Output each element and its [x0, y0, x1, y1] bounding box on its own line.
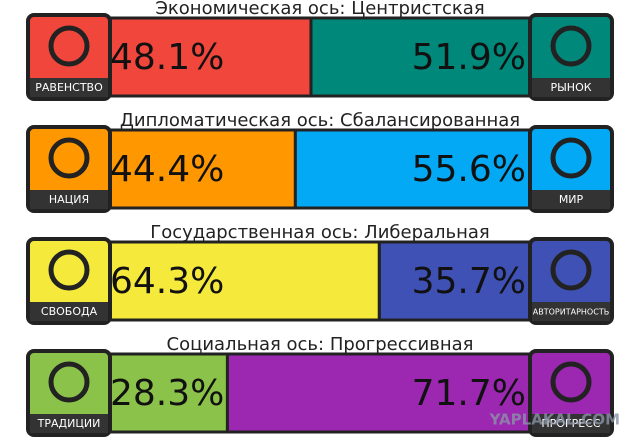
bar-segment: [293, 128, 532, 210]
legend-entry: НАЦИЯ: [49, 193, 89, 206]
icon-glyph: [48, 361, 90, 403]
icon-label-bg: [30, 414, 108, 433]
watermark: YAPLAKAL.COM: [489, 411, 620, 429]
icon-glyph: [550, 25, 592, 67]
legend-entry: РАВЕНСТВО: [35, 81, 103, 94]
legend-entry: МИР: [559, 193, 584, 206]
legend-entry: ПРОГРЕСС: [541, 417, 601, 430]
value-label: 71.7%: [412, 373, 526, 414]
value-label: 44.4%: [110, 149, 224, 190]
bar-segment: [377, 240, 532, 322]
icon-glyph: [550, 137, 592, 179]
value-label: 55.6%: [412, 149, 526, 190]
icon-glyph: [48, 137, 90, 179]
icon-label-bg: [30, 302, 108, 321]
icon-label-bg: [532, 190, 610, 209]
axis-title: Социальная ось: Прогрессивная: [167, 334, 474, 355]
icon-glyph: [550, 249, 592, 291]
value-label: 35.7%: [412, 261, 526, 302]
legend-entry: РЫНОК: [550, 81, 591, 94]
axis-title: Государственная ось: Либеральная: [150, 222, 490, 243]
bar-segment: [225, 352, 532, 434]
legend-entry: АВТОРИТАРНОСТЬ: [533, 308, 609, 317]
icon-label-bg: [532, 78, 610, 97]
value-label: 51.9%: [412, 37, 526, 78]
axis-title: Экономическая ось: Центристская: [155, 0, 484, 19]
icon-glyph: [48, 249, 90, 291]
icon-label-bg: [532, 302, 610, 321]
icon-glyph: [550, 361, 592, 403]
value-label: 28.3%: [110, 373, 224, 414]
legend-entry: ТРАДИЦИИ: [37, 417, 101, 430]
value-label: 64.3%: [110, 261, 224, 302]
legend-entry: СВОБОДА: [41, 305, 98, 318]
bar-segment: [106, 128, 297, 210]
value-label: 48.1%: [110, 37, 224, 78]
axis-title: Дипломатическая ось: Сбалансированная: [120, 110, 520, 131]
icon-label-bg: [30, 190, 108, 209]
icon-glyph: [48, 25, 90, 67]
icon-label-bg: [532, 414, 610, 433]
icon-label-bg: [30, 78, 108, 97]
